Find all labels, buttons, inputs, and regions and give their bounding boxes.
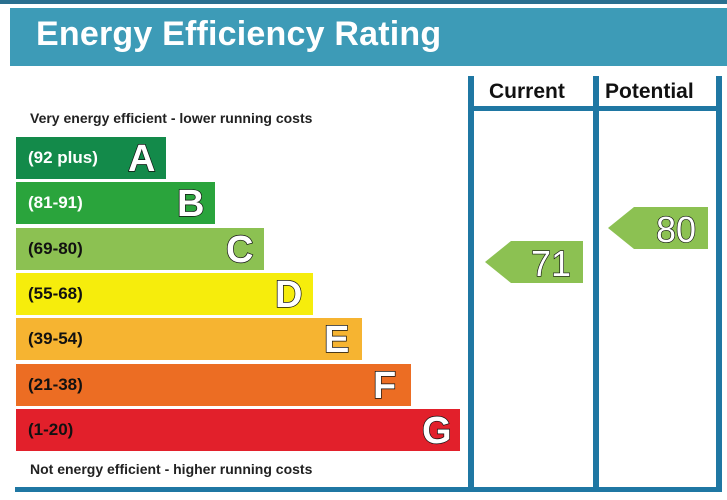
bottom-rule — [15, 487, 722, 492]
rule-left-current — [468, 76, 474, 492]
rule-between-columns — [593, 76, 599, 492]
band-range-label: (81-91) — [28, 193, 83, 213]
band-letter: G — [421, 409, 452, 452]
potential-rating-arrow: 80 — [608, 207, 708, 251]
band-range-label: (1-20) — [28, 419, 74, 439]
band-g: (1-20) G — [16, 408, 460, 452]
arrow-fill — [608, 207, 708, 249]
band-range-label: (69-80) — [28, 238, 83, 258]
band-range-label: (21-38) — [28, 374, 83, 394]
band-a: (92 plus) A — [16, 137, 166, 181]
potential-column-header: Potential — [605, 80, 694, 103]
band-letter: C — [225, 228, 254, 271]
band-range-label: (39-54) — [28, 329, 83, 349]
potential-rating-value: 80 — [655, 208, 696, 250]
band-letter: D — [274, 273, 303, 316]
arrow-shape — [485, 241, 583, 283]
top-caption: Very energy efficient - lower running co… — [30, 110, 313, 126]
band-e: (39-54) E — [16, 318, 362, 362]
bottom-caption: Not energy efficient - higher running co… — [30, 461, 313, 477]
band-letter: F — [372, 364, 397, 407]
band-f: (21-38) F — [16, 363, 411, 407]
current-rating-value: 71 — [530, 242, 571, 284]
current-column-header: Current — [489, 80, 565, 103]
band-b: (81-91) B — [16, 182, 215, 226]
chart-title: Energy Efficiency Rating — [36, 15, 442, 53]
title-bar: Energy Efficiency Rating — [10, 8, 727, 66]
arrow-shape — [608, 207, 708, 249]
top-rule — [0, 0, 727, 4]
column-header-rule — [468, 106, 722, 111]
band-letter: A — [127, 137, 156, 180]
arrow-fill — [485, 241, 583, 283]
band-range-label: (92 plus) — [28, 148, 98, 167]
band-d: (55-68) D — [16, 272, 313, 317]
band-letter: B — [176, 183, 205, 226]
band-c: (69-80) C — [16, 227, 264, 271]
rule-right-potential — [716, 76, 722, 492]
band-letter: E — [323, 318, 350, 362]
band-range-label: (55-68) — [28, 283, 83, 303]
current-rating-arrow: 71 — [485, 241, 583, 285]
